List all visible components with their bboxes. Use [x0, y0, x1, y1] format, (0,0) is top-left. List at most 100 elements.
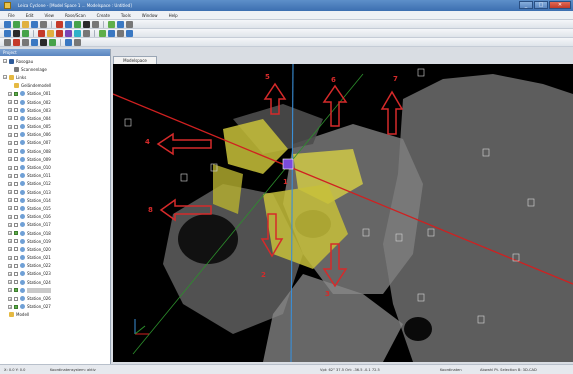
tree-item[interactable]: + Station_026	[0, 294, 110, 302]
tree-item[interactable]: + Station_025	[0, 286, 110, 294]
expander-icon[interactable]: +	[8, 124, 12, 129]
expander-icon[interactable]: +	[8, 271, 12, 276]
tree-item[interactable]: Scannenlage	[0, 65, 110, 73]
toolbar-tool-icon[interactable]	[126, 20, 133, 28]
tree-item[interactable]: + Station_010	[0, 163, 110, 171]
visibility-checkbox[interactable]	[14, 239, 18, 244]
maximize-button[interactable]: □	[534, 1, 548, 9]
toolbar-tool-icon[interactable]	[22, 20, 29, 28]
expander-icon[interactable]: +	[8, 91, 12, 96]
toolbar-tool-icon[interactable]	[117, 29, 124, 37]
visibility-checkbox[interactable]	[14, 271, 18, 276]
minimize-button[interactable]: _	[519, 1, 533, 9]
visibility-checkbox[interactable]	[14, 255, 18, 260]
tree-item[interactable]: + Station_004	[0, 114, 110, 122]
toolbar-tool-icon[interactable]	[65, 38, 72, 46]
menu-rosescan[interactable]: Rose/Scan	[64, 12, 86, 18]
expander-icon[interactable]: +	[8, 116, 12, 121]
3d-viewport[interactable]: 4 8 5 6 7 2 3 1	[113, 64, 573, 362]
toolbar-tool-icon[interactable]	[4, 38, 11, 46]
tree-item[interactable]: Modell	[0, 311, 110, 319]
toolbar-tool-icon[interactable]	[49, 38, 56, 46]
toolbar-tool-icon[interactable]	[108, 29, 115, 37]
visibility-checkbox[interactable]	[14, 214, 18, 219]
tree-item[interactable]: + Station_020	[0, 245, 110, 253]
expander-icon[interactable]: +	[8, 288, 12, 293]
expander-icon[interactable]: +	[8, 214, 12, 219]
tree-item[interactable]: − Rosogau	[0, 57, 110, 65]
toolbar-tool-icon[interactable]	[13, 20, 20, 28]
tree-item[interactable]: + Station_008	[0, 147, 110, 155]
tree-item[interactable]: + Station_013	[0, 188, 110, 196]
tree-item[interactable]: + Station_024	[0, 278, 110, 286]
toolbar-tool-icon[interactable]	[108, 20, 115, 28]
expander-icon[interactable]: +	[8, 190, 12, 195]
expander-icon[interactable]: −	[3, 59, 7, 64]
tree-item[interactable]: + Station_003	[0, 106, 110, 114]
expander-icon[interactable]: +	[8, 247, 12, 252]
menu-view[interactable]: View	[44, 12, 54, 18]
visibility-checkbox[interactable]	[14, 140, 18, 145]
tab-modelspace[interactable]: Modelspace	[113, 56, 157, 64]
toolbar-tool-icon[interactable]	[13, 38, 20, 46]
close-button[interactable]: ✕	[549, 1, 571, 9]
visibility-checkbox[interactable]	[14, 304, 18, 309]
toolbar-tool-icon[interactable]	[83, 29, 90, 37]
tree-item[interactable]: + Station_005	[0, 123, 110, 131]
tree-item[interactable]: Geländemodell	[0, 82, 110, 90]
toolbar-tool-icon[interactable]	[40, 20, 47, 28]
tree-item[interactable]: + Station_001	[0, 90, 110, 98]
visibility-checkbox[interactable]	[14, 247, 18, 252]
expander-icon[interactable]: +	[8, 132, 12, 137]
toolbar-tool-icon[interactable]	[74, 38, 81, 46]
toolbar-tool-icon[interactable]	[65, 20, 72, 28]
toolbar-tool-icon[interactable]	[31, 20, 38, 28]
toolbar-tool-icon[interactable]	[92, 20, 99, 28]
toolbar-tool-icon[interactable]	[47, 29, 54, 37]
expander-icon[interactable]: +	[8, 198, 12, 203]
toolbar-tool-icon[interactable]	[40, 38, 47, 46]
visibility-checkbox[interactable]	[14, 108, 18, 113]
tree-item[interactable]: + Station_007	[0, 139, 110, 147]
expander-icon[interactable]: +	[8, 173, 12, 178]
tree-item[interactable]: − Links	[0, 73, 110, 81]
visibility-checkbox[interactable]	[14, 173, 18, 178]
toolbar-tool-icon[interactable]	[74, 29, 81, 37]
toolbar-tool-icon[interactable]	[117, 20, 124, 28]
expander-icon[interactable]: +	[8, 280, 12, 285]
toolbar-tool-icon[interactable]	[22, 29, 29, 37]
expander-icon[interactable]: +	[8, 108, 12, 113]
expander-icon[interactable]: +	[8, 149, 12, 154]
visibility-checkbox[interactable]	[14, 222, 18, 227]
expander-icon[interactable]: +	[8, 100, 12, 105]
toolbar-tool-icon[interactable]	[4, 29, 11, 37]
expander-icon[interactable]: +	[8, 296, 12, 301]
tree-item[interactable]: + Station_015	[0, 204, 110, 212]
tree-item[interactable]: + Station_006	[0, 131, 110, 139]
tree-item[interactable]: + Station_027	[0, 303, 110, 311]
tree-item[interactable]: + Station_018	[0, 229, 110, 237]
toolbar-tool-icon[interactable]	[83, 20, 90, 28]
visibility-checkbox[interactable]	[14, 190, 18, 195]
visibility-checkbox[interactable]	[14, 296, 18, 301]
tree-item[interactable]: + Station_019	[0, 237, 110, 245]
visibility-checkbox[interactable]	[14, 100, 18, 105]
tree-item[interactable]: + Station_014	[0, 196, 110, 204]
expander-icon[interactable]: +	[8, 255, 12, 260]
visibility-checkbox[interactable]	[14, 149, 18, 154]
menu-window[interactable]: Window	[141, 12, 158, 18]
visibility-checkbox[interactable]	[14, 206, 18, 211]
menu-create[interactable]: Create	[96, 12, 110, 18]
expander-icon[interactable]: +	[8, 263, 12, 268]
visibility-checkbox[interactable]	[14, 124, 18, 129]
tree-item[interactable]: + Station_011	[0, 172, 110, 180]
toolbar-tool-icon[interactable]	[65, 29, 72, 37]
tree-item[interactable]: + Station_002	[0, 98, 110, 106]
expander-icon[interactable]: +	[8, 206, 12, 211]
visibility-checkbox[interactable]	[14, 280, 18, 285]
tree-item[interactable]: + Station_023	[0, 270, 110, 278]
toolbar-tool-icon[interactable]	[126, 29, 133, 37]
visibility-checkbox[interactable]	[14, 132, 18, 137]
expander-icon[interactable]: −	[3, 75, 7, 80]
toolbar-tool-icon[interactable]	[99, 29, 106, 37]
